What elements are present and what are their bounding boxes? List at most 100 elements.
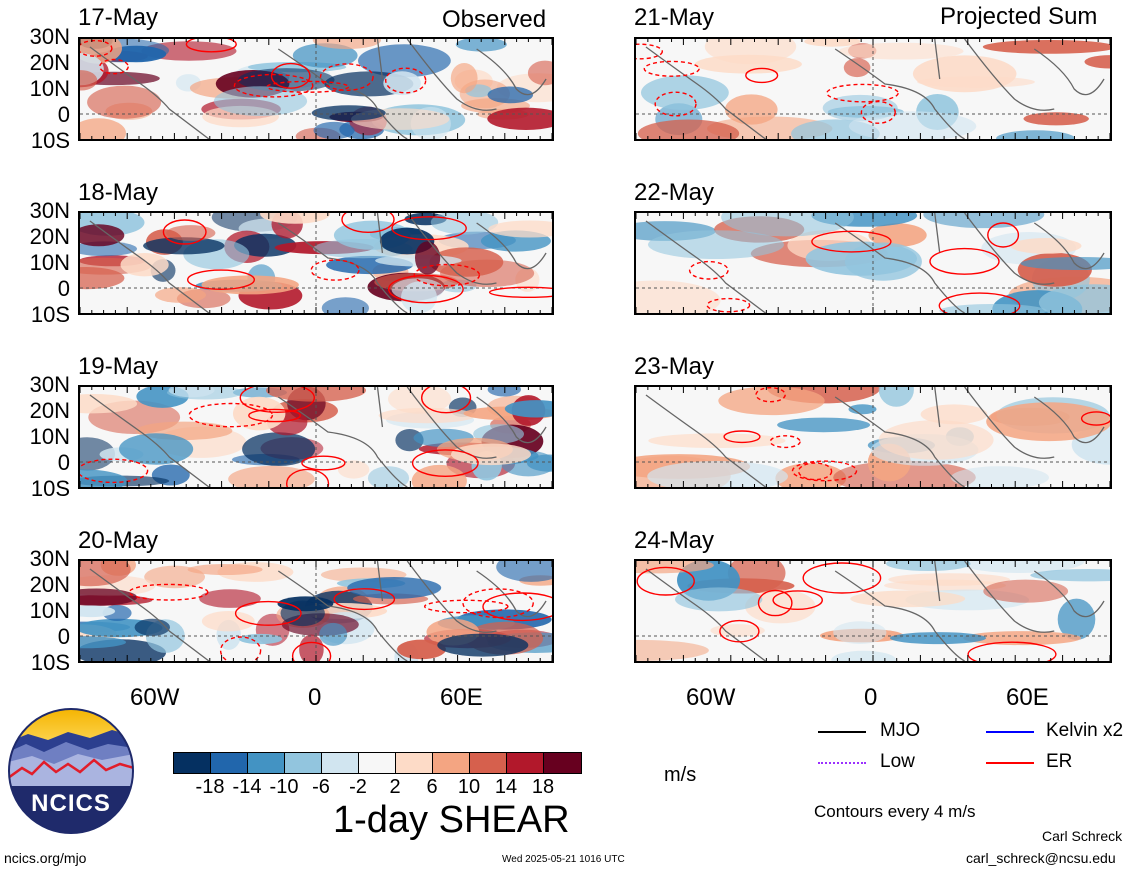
colorbar-tick-label: 10 (457, 776, 481, 798)
panel-date-23-may: 23-May (634, 353, 715, 380)
er-contour (188, 402, 274, 428)
colorbar-swatch (396, 753, 433, 773)
lat-label: 10N (29, 76, 70, 101)
shear-anomaly-blob (1023, 112, 1089, 126)
colorbar-units: m/s (664, 764, 697, 786)
footer-timestamp: Wed 2025-05-21 1016 UTC (502, 854, 625, 865)
shear-anomaly-blob (213, 86, 308, 116)
colorbar-tick-label: -6 (312, 776, 330, 798)
lat-label: 0 (57, 102, 70, 127)
lat-label: 0 (57, 276, 70, 301)
shear-anomaly-blob (319, 622, 348, 646)
er-contour (811, 230, 892, 253)
shear-anomaly-blob (201, 611, 255, 632)
shear-anomaly-blob (963, 631, 1081, 646)
shear-anomaly-blob (982, 40, 1110, 54)
lat-label: 10N (29, 424, 70, 449)
legend-er-label: ER (1046, 751, 1073, 772)
er-contour (387, 274, 464, 304)
colorbar-tick-label: 14 (494, 776, 518, 798)
colorbar-tick-label: -14 (232, 776, 262, 798)
shear-anomaly-blob (260, 213, 331, 224)
shear-anomaly-blob (299, 634, 324, 661)
shear-anomaly-blob (455, 39, 507, 52)
shear-anomaly-blob (134, 618, 170, 636)
footer-email[interactable]: carl_schreck@ncsu.edu (966, 850, 1116, 866)
shear-anomaly-blob (831, 650, 896, 661)
panel-date-18-may: 18-May (78, 179, 159, 206)
shear-anomaly-blob (367, 466, 410, 487)
shear-map-panel (78, 559, 554, 663)
er-contour (755, 387, 786, 403)
shear-anomaly-blob (710, 624, 765, 637)
footer-url[interactable]: ncics.org/mjo (4, 850, 87, 866)
er-contour (826, 83, 899, 103)
shear-anomaly-blob (637, 119, 740, 139)
er-contour (128, 583, 209, 601)
colorbar-swatch (322, 753, 359, 773)
shear-anomaly-blob (1030, 569, 1110, 582)
er-contour (234, 600, 302, 626)
lon-label-60w-right: 60W (686, 684, 736, 711)
shear-anomaly-blob (636, 280, 721, 313)
er-contour (333, 588, 396, 611)
er-contour (745, 67, 779, 84)
er-contour (99, 58, 129, 75)
ncics-logo: NCICS (8, 708, 134, 834)
shear-map-panel (78, 385, 554, 489)
shear-anomaly-blob (238, 633, 283, 645)
er-contour (80, 458, 149, 484)
shear-anomaly-blob (850, 590, 966, 608)
shear-anomaly-blob (1084, 55, 1110, 69)
ncics-logo-text: NCICS (31, 790, 111, 817)
shear-map (636, 387, 1110, 487)
lon-label-60e-left: 60E (440, 684, 483, 711)
er-contour (488, 286, 552, 298)
coastline (645, 561, 1105, 661)
projected-sum-label: Projected Sum (940, 3, 1098, 30)
panel-date-19-may: 19-May (78, 353, 159, 380)
shear-anomaly-blob (704, 39, 797, 65)
er-contour (791, 460, 858, 482)
lat-label: 0 (57, 450, 70, 475)
shear-map-panel (634, 211, 1112, 315)
shear-anomaly-blob (487, 86, 534, 104)
lat-label: 10S (30, 650, 70, 675)
shear-anomaly-blob (233, 396, 286, 431)
shear-anomaly-blob (166, 225, 216, 241)
coastline (645, 387, 1105, 487)
shear-anomaly-blob (526, 454, 552, 472)
colorbar-tick-label: 2 (389, 776, 401, 798)
er-contour (643, 60, 700, 77)
lon-label-0-right: 0 (864, 684, 878, 711)
lat-label: 0 (57, 624, 70, 649)
shear-anomaly-blob (242, 432, 316, 466)
colorbar-swatch (433, 753, 470, 773)
er-contour (482, 592, 552, 622)
lon-label-60e-right: 60E (1006, 684, 1049, 711)
shear-anomaly-blob (636, 561, 714, 574)
shear-anomaly-blob (415, 241, 441, 275)
shear-anomaly-blob (487, 107, 552, 130)
shear-anomaly-blob (721, 213, 854, 237)
shear-anomaly-blob (868, 223, 927, 247)
er-contour (987, 222, 1020, 248)
shear-anomaly-blob (437, 633, 529, 657)
shear-anomaly-blob (397, 639, 446, 660)
panel-date-21-may: 21-May (634, 4, 715, 31)
er-contour (341, 213, 395, 233)
shear-anomaly-blob (80, 118, 126, 139)
colorbar-swatch (359, 753, 396, 773)
colorbar-title: 1-day SHEAR (333, 799, 570, 841)
shear-anomaly-blob (886, 561, 971, 571)
shear-map-panel (634, 37, 1112, 141)
shear-anomaly-blob (641, 75, 729, 110)
shear-map-panel (634, 559, 1112, 663)
er-contour (186, 269, 255, 290)
shear-map (80, 213, 552, 313)
contour-note: Contours every 4 m/s (814, 802, 976, 821)
shear-anomaly-blob (120, 253, 169, 277)
legend-er-line (986, 762, 1034, 764)
lat-label: 10N (29, 250, 70, 275)
lat-label: 10S (30, 302, 70, 327)
